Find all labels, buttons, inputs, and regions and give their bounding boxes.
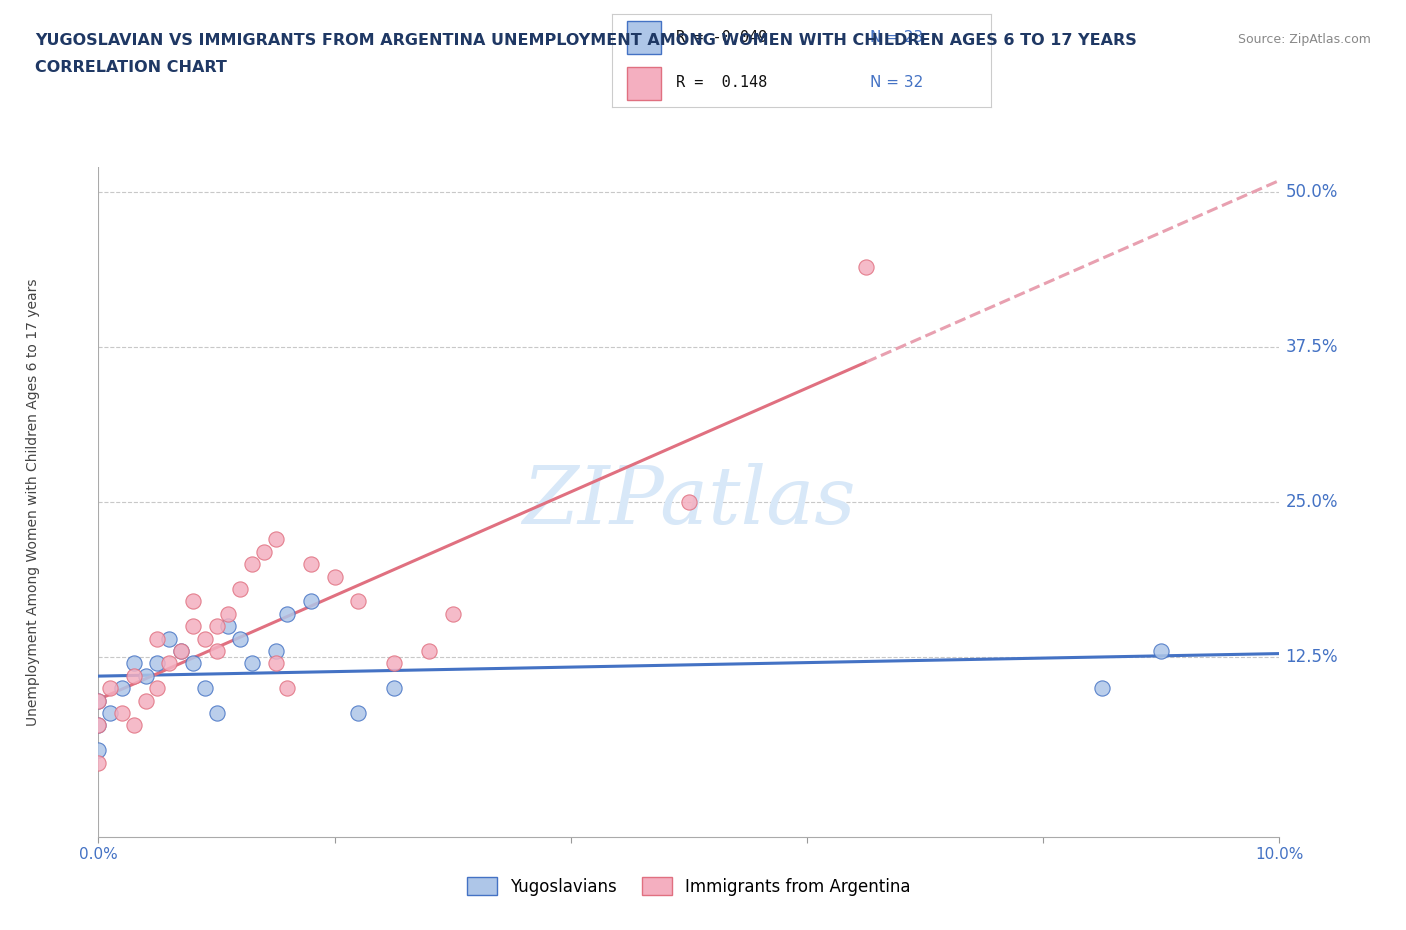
Point	[205, 618, 228, 633]
Point	[1150, 644, 1173, 658]
Text: R = -0.049: R = -0.049	[676, 30, 768, 45]
Text: Source: ZipAtlas.com: Source: ZipAtlas.com	[1237, 33, 1371, 46]
Point	[98, 706, 121, 721]
Point	[855, 259, 877, 274]
Text: YUGOSLAVIAN VS IMMIGRANTS FROM ARGENTINA UNEMPLOYMENT AMONG WOMEN WITH CHILDREN : YUGOSLAVIAN VS IMMIGRANTS FROM ARGENTINA…	[35, 33, 1137, 47]
Point	[299, 557, 322, 572]
Point	[299, 594, 322, 609]
Point	[87, 693, 110, 708]
Point	[157, 656, 180, 671]
Point	[87, 693, 110, 708]
Point	[276, 681, 298, 696]
Point	[170, 644, 193, 658]
Point	[122, 656, 145, 671]
Text: N = 32: N = 32	[870, 75, 922, 90]
Point	[382, 656, 405, 671]
Point	[111, 681, 134, 696]
Point	[323, 569, 346, 584]
Point	[146, 681, 169, 696]
Text: Unemployment Among Women with Children Ages 6 to 17 years: Unemployment Among Women with Children A…	[27, 278, 41, 726]
Bar	[627, 67, 661, 100]
Point	[181, 656, 204, 671]
Point	[87, 743, 110, 758]
Point	[441, 606, 464, 621]
Point	[229, 581, 252, 596]
Point	[217, 618, 239, 633]
Point	[347, 706, 370, 721]
Point	[87, 718, 110, 733]
Point	[1091, 681, 1114, 696]
Point	[135, 669, 157, 684]
Point	[98, 681, 121, 696]
Text: 50.0%: 50.0%	[1285, 183, 1337, 201]
Point	[276, 606, 298, 621]
Text: ZIPatlas: ZIPatlas	[522, 463, 856, 541]
Point	[87, 755, 110, 770]
Point	[87, 718, 110, 733]
Point	[418, 644, 440, 658]
Point	[181, 594, 204, 609]
Point	[347, 594, 370, 609]
Point	[229, 631, 252, 646]
Bar	[627, 21, 661, 54]
Point	[170, 644, 193, 658]
Point	[264, 532, 287, 547]
Point	[122, 718, 145, 733]
Point	[264, 656, 287, 671]
Point	[146, 631, 169, 646]
Point	[194, 631, 217, 646]
Point	[205, 644, 228, 658]
Point	[122, 669, 145, 684]
Point	[205, 706, 228, 721]
Point	[111, 706, 134, 721]
Text: N = 23: N = 23	[870, 30, 922, 45]
Point	[194, 681, 217, 696]
Point	[181, 618, 204, 633]
Text: 37.5%: 37.5%	[1285, 339, 1339, 356]
Text: R =  0.148: R = 0.148	[676, 75, 768, 90]
Point	[240, 557, 263, 572]
Text: 12.5%: 12.5%	[1285, 648, 1339, 666]
Point	[264, 644, 287, 658]
Point	[146, 656, 169, 671]
Text: CORRELATION CHART: CORRELATION CHART	[35, 60, 226, 75]
Legend: Yugoslavians, Immigrants from Argentina: Yugoslavians, Immigrants from Argentina	[460, 870, 918, 902]
Point	[157, 631, 180, 646]
Point	[240, 656, 263, 671]
Point	[382, 681, 405, 696]
Point	[253, 544, 276, 559]
Point	[217, 606, 239, 621]
Point	[678, 495, 700, 510]
Point	[135, 693, 157, 708]
Text: 25.0%: 25.0%	[1285, 493, 1339, 512]
